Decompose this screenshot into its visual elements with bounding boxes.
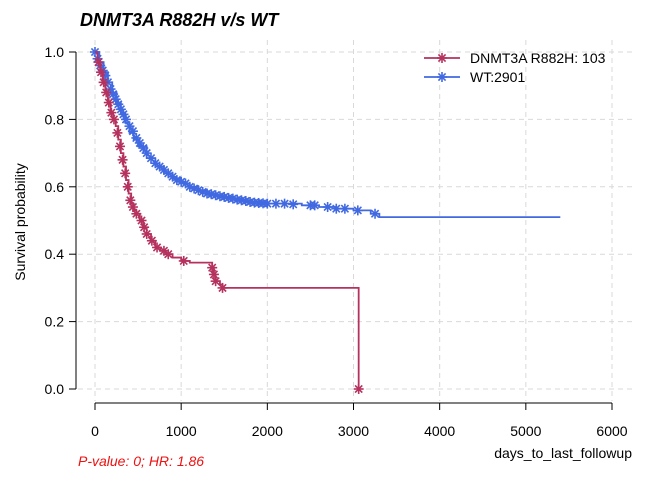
censor-mark xyxy=(131,132,142,143)
y-tick-label: 0.8 xyxy=(45,111,65,127)
censor-mark xyxy=(108,114,119,125)
censor-mark xyxy=(146,235,157,246)
censor-mark xyxy=(193,185,204,196)
x-tick-label: 4000 xyxy=(424,423,455,439)
censor-mark xyxy=(217,282,228,293)
censor-mark xyxy=(98,77,109,88)
legend: DNMT3A R882H: 103 WT:2901 xyxy=(424,50,606,85)
censor-mark xyxy=(207,262,218,273)
censor-mark xyxy=(322,202,333,213)
censor-mark xyxy=(124,121,135,132)
x-tick-label: 1000 xyxy=(166,423,197,439)
censor-mark xyxy=(122,181,133,192)
censor-mark xyxy=(117,154,128,165)
censor-mark xyxy=(112,127,123,138)
survival-step-line xyxy=(95,51,360,389)
censor-mark xyxy=(103,97,114,108)
series-layer xyxy=(90,47,561,394)
legend-marker xyxy=(437,72,447,82)
censor-mark xyxy=(178,255,189,266)
censor-mark xyxy=(262,198,273,209)
censor-mark xyxy=(210,276,221,287)
x-tick-label: 3000 xyxy=(338,423,369,439)
censor-mark xyxy=(120,168,131,179)
censor-mark xyxy=(353,384,364,394)
y-tick-label: 0.0 xyxy=(45,381,65,397)
x-tick-label: 5000 xyxy=(510,423,541,439)
censor-mark xyxy=(96,67,107,78)
legend-label: DNMT3A R882H: 103 xyxy=(470,50,606,66)
censor-mark xyxy=(208,269,219,280)
y-tick-label: 1.0 xyxy=(45,44,65,60)
axes: 0 1000 2000 3000 4000 5000 6000 0.0 0.2 0.4 0.6 0.8… xyxy=(45,44,628,439)
censor-mark xyxy=(114,141,125,152)
x-tick-label: 0 xyxy=(91,423,99,439)
censor-mark xyxy=(370,208,381,219)
censor-mark xyxy=(339,203,350,214)
censor-mark xyxy=(131,208,142,219)
censor-mark xyxy=(101,87,112,98)
legend-item: DNMT3A R882H: 103 xyxy=(424,50,606,66)
censor-mark xyxy=(134,137,145,148)
censor-mark xyxy=(352,205,363,216)
legend-item: WT:2901 xyxy=(424,69,525,85)
censor-mark xyxy=(127,202,138,213)
legend-label: WT:2901 xyxy=(470,69,525,85)
censor-mark xyxy=(270,198,281,209)
censor-mark xyxy=(163,249,174,260)
censor-mark xyxy=(141,228,152,239)
censor-mark xyxy=(279,198,290,209)
censor-mark xyxy=(331,203,342,214)
p-value-annotation: P-value: 0; HR: 1.86 xyxy=(78,453,204,469)
censor-mark xyxy=(138,143,149,154)
y-tick-label: 0.6 xyxy=(45,179,65,195)
chart-title: DNMT3A R882H v/s WT xyxy=(80,10,280,30)
x-tick-label: 2000 xyxy=(252,423,283,439)
censor-mark xyxy=(288,199,299,210)
y-tick-label: 0.2 xyxy=(45,314,65,330)
censor-mark xyxy=(309,200,320,211)
y-tick-label: 0.4 xyxy=(45,246,65,262)
censor-mark xyxy=(141,148,152,159)
x-tick-label: 6000 xyxy=(596,423,627,439)
y-axis-label: Survival probability xyxy=(12,163,28,281)
legend-marker xyxy=(437,53,447,63)
x-axis-label: days_to_last_followup xyxy=(494,445,632,461)
grid xyxy=(78,40,632,401)
series-wt xyxy=(90,47,561,219)
series-dnmt3a-r882h xyxy=(93,51,364,394)
censor-mark xyxy=(93,57,104,68)
